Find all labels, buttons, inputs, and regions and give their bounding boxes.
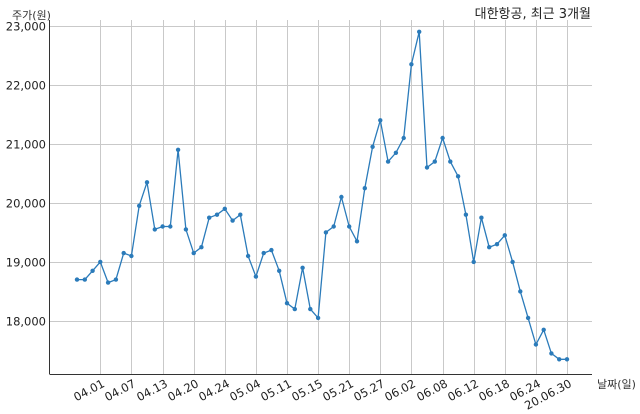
data-point <box>518 289 523 294</box>
data-point <box>152 227 157 232</box>
data-point <box>533 342 539 347</box>
data-point <box>479 215 484 220</box>
y-tick-label: 20,000 <box>6 197 46 211</box>
data-point <box>323 230 329 235</box>
data-point <box>502 233 507 238</box>
data-point <box>315 315 321 321</box>
data-point <box>487 245 492 250</box>
x-tick-label: 04.01 <box>71 376 107 404</box>
data-point <box>424 165 430 170</box>
x-tick-label: 05.27 <box>351 376 387 404</box>
data-point <box>525 315 531 321</box>
data-point <box>331 224 336 229</box>
data-point <box>494 242 500 247</box>
data-point <box>90 268 95 273</box>
data-point <box>277 268 282 273</box>
data-point <box>269 247 274 253</box>
data-point <box>199 245 204 250</box>
data-point <box>168 224 173 229</box>
data-point <box>113 277 119 282</box>
data-point <box>160 224 165 229</box>
data-point <box>74 277 80 282</box>
data-point <box>541 327 546 332</box>
data-point <box>121 250 126 256</box>
y-tick-label: 18,000 <box>6 315 46 329</box>
x-tick-label: 06.08 <box>414 376 450 404</box>
data-point <box>510 259 515 265</box>
data-point <box>549 351 554 356</box>
data-point <box>448 159 453 164</box>
data-point <box>401 135 406 141</box>
y-tick-label: 21,000 <box>6 138 46 152</box>
x-tick-label: 06.18 <box>476 376 512 404</box>
data-point <box>214 212 220 217</box>
x-tick-label: 04.13 <box>134 376 170 404</box>
data-point <box>393 150 399 155</box>
data-point <box>471 259 476 265</box>
data-point <box>339 194 344 200</box>
data-point <box>300 265 305 270</box>
data-point <box>455 174 461 179</box>
data-point <box>347 224 352 229</box>
y-axis-label: 주가(원) <box>12 9 51 22</box>
data-point <box>98 259 103 265</box>
y-tick-label: 19,000 <box>6 256 46 270</box>
data-point <box>378 118 383 123</box>
data-point <box>557 357 562 362</box>
data-point <box>238 212 243 217</box>
x-tick-label: 06.02 <box>382 376 418 404</box>
data-point <box>409 62 414 67</box>
x-tick-label: 04.07 <box>102 376 138 404</box>
data-point <box>354 239 360 244</box>
x-tick-label: 05.21 <box>320 376 356 404</box>
data-point <box>230 218 235 223</box>
y-tick-label: 22,000 <box>6 79 46 93</box>
data-point <box>82 277 88 282</box>
y-tick-label: 23,000 <box>6 20 46 34</box>
data-point <box>362 186 367 191</box>
data-point <box>129 253 134 259</box>
x-tick-label: 05.11 <box>258 376 294 404</box>
x-tick-labels: 04.0104.0704.1304.2004.2405.0405.1105.15… <box>71 376 574 412</box>
data-point <box>144 180 150 185</box>
x-tick-label: 06.12 <box>445 376 481 404</box>
data-point <box>284 301 290 306</box>
data-point <box>222 206 227 211</box>
data-point <box>432 159 437 164</box>
y-tick-labels: 18,000 19,000 20,000 21,000 22,000 23,000 <box>6 20 46 329</box>
x-axis-label: 날짜(일) <box>597 377 636 391</box>
data-point <box>253 274 259 279</box>
x-tick-label: 04.20 <box>165 376 201 404</box>
data-point <box>417 29 422 34</box>
chart-title: 대한항공, 최근 3개월 <box>475 7 591 22</box>
series-line <box>77 31 567 360</box>
data-point <box>308 306 313 312</box>
data-point <box>137 203 142 208</box>
axes <box>49 20 592 375</box>
grid-lines <box>50 20 592 374</box>
data-point <box>105 280 111 285</box>
data-point <box>385 159 391 164</box>
data-point <box>191 250 196 256</box>
data-point <box>463 212 469 217</box>
data-point <box>564 357 570 362</box>
data-point <box>370 144 375 149</box>
x-tick-label: 05.15 <box>289 376 325 404</box>
data-point <box>261 250 266 256</box>
data-point <box>440 135 445 141</box>
data-point <box>292 306 297 312</box>
data-point <box>175 147 181 152</box>
data-point <box>183 227 189 232</box>
data-point <box>207 215 212 220</box>
data-point <box>245 253 251 259</box>
x-tick-label: 05.04 <box>227 376 263 404</box>
data-points <box>74 29 570 362</box>
x-tick-label: 04.24 <box>196 376 232 404</box>
